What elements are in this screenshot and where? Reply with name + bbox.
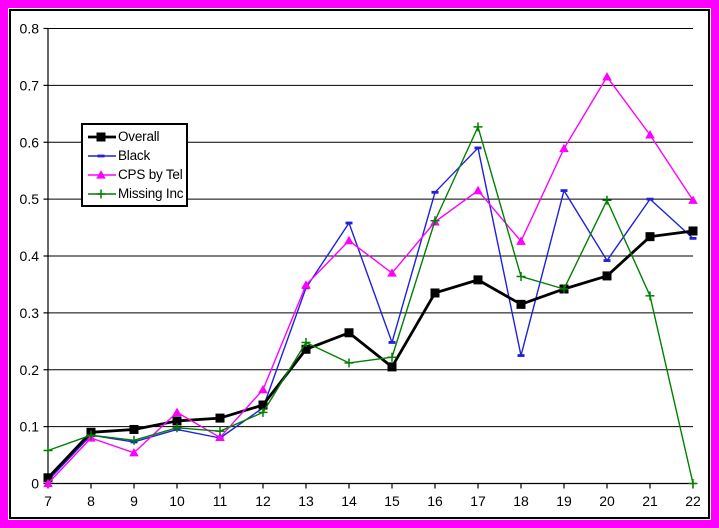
- x-tick-label: 14: [341, 493, 357, 509]
- series-line-black: [47, 147, 694, 482]
- legend-sample-marker: [96, 132, 106, 141]
- marker-cps-by-tel: [688, 195, 698, 204]
- marker-cps-by-tel: [516, 236, 526, 245]
- marker-overall: [43, 473, 53, 483]
- marker-overall: [258, 400, 268, 410]
- legend: Overall Black CPS by Tel Missing Inc: [81, 123, 188, 207]
- y-tick-label: 0.7: [20, 77, 40, 93]
- marker-black: [517, 354, 525, 357]
- marker-cps-by-tel: [473, 185, 483, 195]
- x-tick-label: 12: [255, 493, 271, 509]
- overall-series-marker-icon: [88, 132, 116, 141]
- y-tick-label: 0.8: [20, 21, 40, 37]
- x-tick-label: 10: [169, 493, 185, 509]
- y-tick-label: 0.3: [20, 305, 40, 321]
- chart-frame: [9, 9, 710, 519]
- x-tick-label: 11: [213, 493, 228, 509]
- x-tick-label: 16: [427, 493, 443, 509]
- marker-black: [689, 236, 697, 240]
- marker-cps-by-tel: [258, 384, 268, 394]
- marker-cps-by-tel: [129, 447, 139, 457]
- marker-overall: [602, 271, 612, 281]
- x-tick-label: 8: [87, 493, 95, 509]
- x-tick-label: 15: [384, 493, 400, 509]
- x-tick-label: 9: [130, 493, 138, 509]
- x-tick-label: 20: [599, 493, 615, 509]
- legend-label-overall: Overall: [118, 129, 160, 144]
- y-tick-label: 0.4: [20, 248, 40, 264]
- legend-item-overall: Overall: [88, 127, 186, 146]
- y-tick-label: 0.5: [20, 191, 40, 207]
- marker-overall: [645, 232, 655, 242]
- legend-label-missing-inc: Missing Inc: [118, 186, 184, 201]
- legend-item-missing-inc: Missing Inc: [88, 184, 186, 203]
- legend-item-black: Black: [88, 146, 186, 165]
- marker-cps-by-tel: [387, 268, 397, 277]
- series-line-missing-inc: [47, 126, 694, 484]
- marker-cps-by-tel: [602, 72, 612, 81]
- marker-cps-by-tel: [43, 478, 53, 488]
- marker-overall: [129, 424, 139, 434]
- marker-cps-by-tel: [645, 130, 655, 139]
- series-line-overall: [46, 229, 694, 479]
- marker-cps-by-tel: [344, 235, 354, 245]
- marker-black: [388, 341, 396, 344]
- marker-black: [560, 189, 568, 192]
- marker-black: [345, 221, 353, 225]
- marker-overall: [301, 344, 311, 354]
- legend-item-cps-by-tel: CPS by Tel: [88, 165, 186, 184]
- marker-overall: [473, 275, 483, 285]
- cps-by-tel-series-marker-icon: [88, 169, 116, 179]
- marker-overall: [516, 299, 526, 309]
- x-tick-label: 7: [44, 493, 52, 509]
- marker-overall: [430, 288, 440, 298]
- black-series-marker-icon: [88, 154, 116, 157]
- marker-overall: [172, 416, 182, 426]
- x-tick-label: 17: [470, 493, 486, 509]
- legend-sample-marker: [97, 154, 105, 157]
- x-tick-label: 22: [685, 493, 701, 509]
- marker-black: [431, 190, 439, 194]
- legend-label-cps-by-tel: CPS by Tel: [118, 167, 183, 182]
- marker-black: [603, 259, 611, 262]
- x-tick-label: 19: [556, 493, 572, 509]
- marker-overall: [688, 226, 698, 236]
- legend-sample-marker: [96, 169, 106, 179]
- x-tick-label: 13: [298, 493, 314, 509]
- legend-label-black: Black: [118, 148, 151, 163]
- x-tick-label: 18: [513, 493, 529, 509]
- marker-cps-by-tel: [172, 407, 182, 417]
- marker-overall: [215, 413, 225, 423]
- y-tick-label: 0.6: [20, 134, 40, 150]
- missing-inc-series-marker-icon: [88, 189, 116, 198]
- series-line-cps-by-tel: [47, 76, 694, 484]
- marker-overall: [387, 362, 397, 372]
- y-tick-label: 0.2: [20, 362, 40, 378]
- marker-black: [474, 146, 482, 150]
- marker-cps-by-tel: [559, 143, 569, 153]
- marker-cps-by-tel: [301, 280, 311, 289]
- y-tick-label: 0.1: [20, 419, 40, 435]
- x-tick-label: 21: [642, 493, 658, 509]
- marker-overall: [344, 328, 354, 338]
- marker-cps-by-tel: [215, 432, 225, 442]
- marker-black: [646, 197, 654, 201]
- y-tick-label: 0: [31, 476, 39, 492]
